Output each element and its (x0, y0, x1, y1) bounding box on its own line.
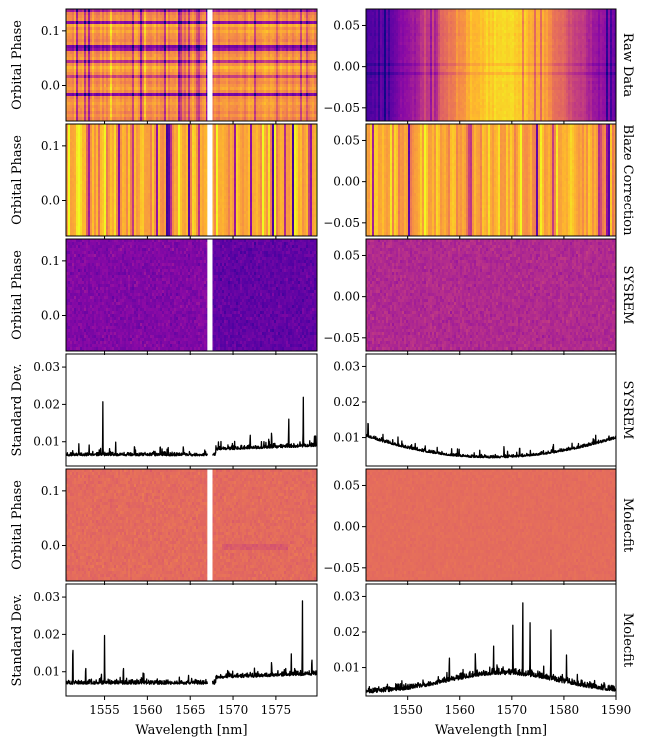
x-tick-label: 1570 (218, 703, 249, 717)
y-axis-label: Orbital Phase (10, 135, 25, 225)
panel-frame-r5c0 (65, 583, 318, 697)
x-tick-label: 1590 (601, 703, 632, 717)
row-label: Molecfit (620, 613, 635, 668)
panel-frame-r2c1 (365, 238, 617, 352)
series-line (212, 396, 317, 456)
panel-frame-r3c0 (65, 353, 318, 467)
y-tick-label: 0.05 (333, 133, 360, 147)
panel-frame-r5c1 (365, 583, 617, 697)
heatmap-cells-r0c0 (66, 9, 317, 121)
y-tick-label: 0.01 (33, 435, 60, 449)
row-label: SYSREM (620, 381, 635, 440)
y-axis-label: Orbital Phase (10, 480, 25, 570)
x-tick-label: 1550 (392, 703, 423, 717)
y-tick-label: −0.05 (323, 561, 360, 575)
std-dev-line-r5c1 (366, 602, 616, 694)
y-tick-label: 0.02 (333, 625, 360, 639)
x-tick-label: 1560 (132, 703, 163, 717)
spectral-gap (207, 469, 213, 581)
y-tick-label: 0.01 (33, 665, 60, 679)
panel-frame-r2c0 (65, 238, 318, 352)
series-line (66, 401, 208, 457)
heatmap-cells-r1c0 (66, 124, 317, 236)
y-tick-label: 0.0 (41, 193, 60, 207)
panel-frame-r0c1 (365, 8, 617, 122)
heatmap-cells-r2c1 (366, 239, 616, 351)
row-label: Raw Data (620, 33, 635, 97)
row-label: SYSREM (620, 266, 635, 325)
y-tick-label: −0.05 (323, 216, 360, 230)
y-tick-label: 0.02 (33, 627, 60, 641)
y-axis-label: Orbital Phase (10, 20, 25, 110)
y-tick-label: 0.02 (333, 395, 360, 409)
y-tick-label: 0.01 (333, 661, 360, 675)
series-line (66, 634, 208, 685)
y-tick-label: 0.00 (333, 520, 360, 534)
y-tick-label: 0.03 (33, 360, 60, 374)
heatmap-cells-r4c0 (66, 469, 317, 581)
x-tick-label: 1560 (444, 703, 475, 717)
heatmap-cells-r0c1 (366, 9, 616, 121)
x-tick-label: 1565 (175, 703, 206, 717)
y-axis-label: Standard Dev. (10, 363, 25, 456)
spectral-gap (207, 239, 213, 351)
y-tick-label: 0.1 (41, 484, 60, 498)
x-tick-label: 1570 (497, 703, 528, 717)
y-tick-label: −0.05 (323, 331, 360, 345)
spectral-gap (207, 124, 213, 236)
y-tick-label: 0.05 (333, 478, 360, 492)
x-axis-label: Wavelength [nm] (135, 723, 247, 738)
y-tick-label: 0.0 (41, 538, 60, 552)
y-tick-label: 0.0 (41, 78, 60, 92)
panel-frame-r0c0 (65, 8, 318, 122)
y-axis-label: Standard Dev. (10, 593, 25, 686)
std-dev-line-r3c0 (66, 396, 317, 457)
y-axis-label: Orbital Phase (10, 250, 25, 340)
row-label: Blaze Correction (620, 125, 635, 237)
series-line (211, 600, 317, 685)
y-tick-label: 0.05 (333, 248, 360, 262)
x-tick-label: 1575 (261, 703, 292, 717)
y-tick-label: 0.03 (333, 589, 360, 603)
y-tick-label: 0.02 (33, 397, 60, 411)
y-tick-label: 0.00 (333, 290, 360, 304)
x-tick-label: 1580 (549, 703, 580, 717)
y-tick-label: 0.03 (333, 359, 360, 373)
panel-frame-r1c0 (65, 123, 318, 237)
y-tick-label: 0.05 (333, 18, 360, 32)
heatmap-cells-r2c0 (66, 239, 317, 351)
x-axis-label: Wavelength [nm] (435, 723, 547, 738)
std-dev-line-r3c1 (366, 422, 616, 459)
std-dev-line-r5c0 (66, 600, 317, 685)
y-tick-label: 0.1 (41, 254, 60, 268)
x-tick-label: 1555 (89, 703, 120, 717)
heatmap-cells-r4c1 (366, 469, 616, 581)
y-tick-label: 0.03 (33, 590, 60, 604)
y-tick-label: 0.01 (333, 431, 360, 445)
y-tick-label: 0.0 (41, 308, 60, 322)
series-line (366, 602, 616, 694)
panel-frame-r4c0 (65, 468, 318, 582)
y-tick-label: 0.00 (333, 175, 360, 189)
y-tick-label: 0.1 (41, 139, 60, 153)
series-line (366, 422, 616, 459)
panel-frame-r1c1 (365, 123, 617, 237)
y-tick-label: −0.05 (323, 101, 360, 115)
spectral-gap (207, 9, 213, 121)
panel-frame-r3c1 (365, 353, 617, 467)
heatmap-cells-r1c1 (366, 124, 616, 236)
y-tick-label: 0.00 (333, 60, 360, 74)
row-label: Molecfit (620, 498, 635, 553)
y-tick-label: 0.1 (41, 24, 60, 38)
panel-frame-r4c1 (365, 468, 617, 582)
